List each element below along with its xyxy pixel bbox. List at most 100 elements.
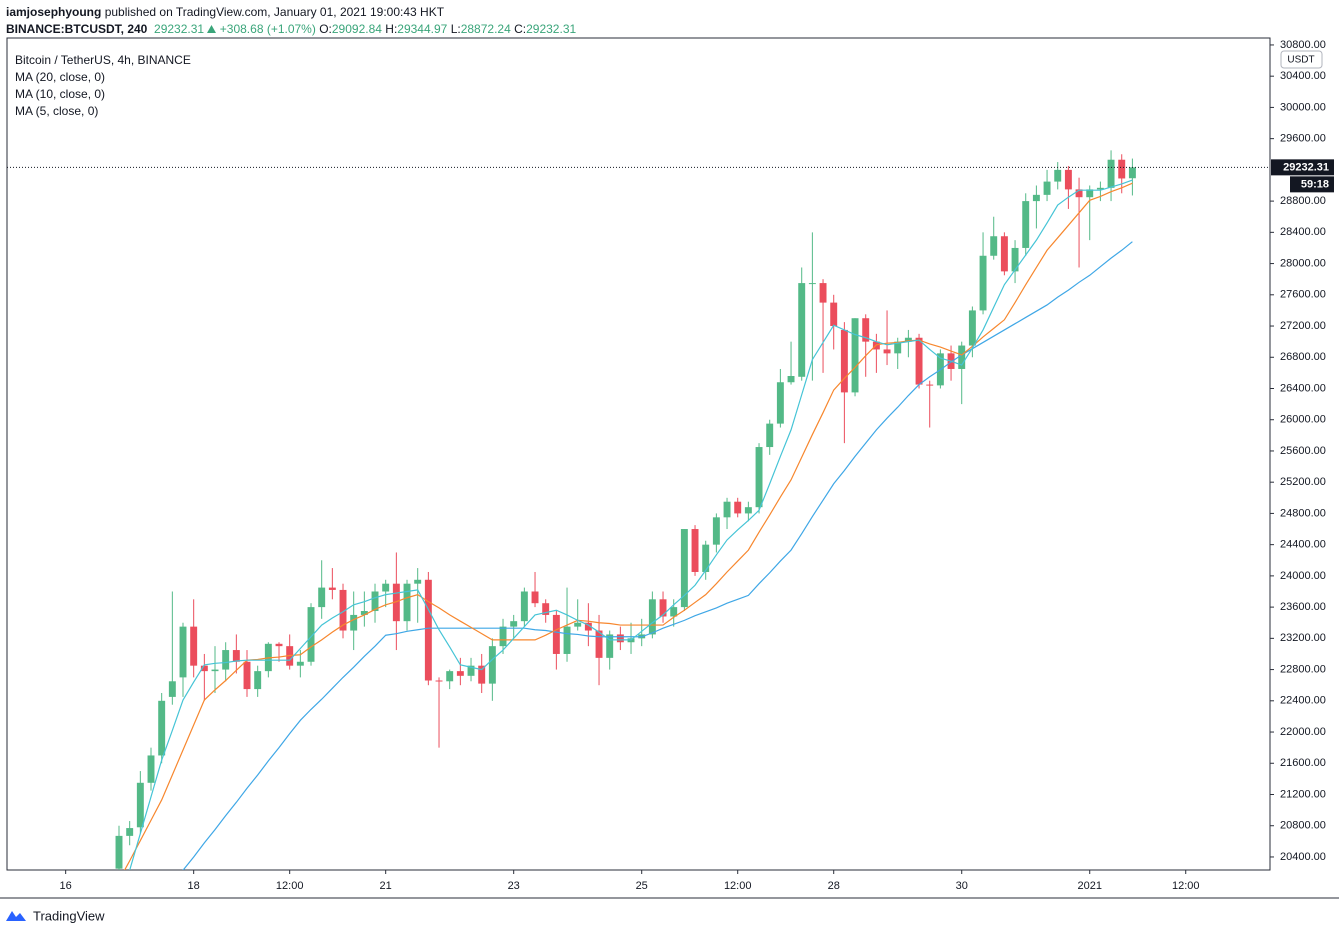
candle-body (787, 376, 795, 383)
publisher[interactable]: iamjosephyoung (6, 5, 102, 19)
candle-body (766, 423, 774, 448)
countdown-box (1290, 176, 1334, 193)
y-tick-label: 20400.00 (1280, 851, 1326, 863)
y-tick-label: 22800.00 (1280, 663, 1326, 675)
candle-body (254, 671, 262, 690)
candle-body (734, 501, 742, 514)
candle-body (318, 587, 326, 608)
change: +308.68 (+1.07%) (219, 22, 316, 36)
legend-title: Bitcoin / TetherUS, 4h, BINANCE (15, 53, 191, 67)
tradingview-logo: TradingView (6, 908, 105, 923)
candle-body (1107, 159, 1115, 188)
candle-body (1064, 169, 1072, 190)
candle-body (1118, 159, 1126, 179)
candle-body (435, 680, 443, 682)
candle-body (648, 599, 656, 635)
candle-body (446, 671, 454, 682)
candle-body (168, 681, 176, 697)
candle-body (851, 318, 859, 393)
candle-body (456, 671, 464, 676)
published: published on TradingView.com, January 01… (104, 5, 445, 19)
candle-body (1075, 189, 1083, 198)
candle-body (467, 665, 475, 676)
axes: 20400.00 20800.00 21200.00 21600.00 22000.00… (60, 39, 1334, 892)
publish-line: iamjosephyoung published on TradingView.… (6, 5, 444, 19)
candle-body (979, 255, 987, 311)
candle-body (659, 599, 667, 617)
candle-body (776, 382, 784, 424)
legend-entry[interactable]: MA (5, close, 0) (15, 104, 99, 118)
last-price-box (1271, 159, 1334, 176)
candle-body (894, 341, 902, 354)
candle-body (1128, 167, 1136, 179)
candle-body (392, 583, 400, 622)
legend-entry[interactable]: MA (10, close, 0) (15, 87, 106, 101)
x-tick-label: 12:00 (724, 880, 752, 892)
logo-icon (6, 911, 26, 921)
ohlc-label: H: (385, 22, 398, 36)
y-tick-label: 28000.00 (1280, 257, 1326, 269)
candle-body (243, 661, 251, 690)
y-tick-label: 23600.00 (1280, 601, 1326, 613)
x-tick-label: 18 (188, 880, 200, 892)
symbol: BINANCE:BTCUSDT, 240 (6, 22, 148, 36)
candle-body (1054, 169, 1062, 182)
candle-body (531, 591, 539, 604)
candle-body (179, 626, 187, 678)
y-tick-label: 29600.00 (1280, 133, 1326, 145)
candle-body (1022, 201, 1030, 248)
candle-body (830, 302, 838, 327)
candle-body (595, 630, 603, 658)
y-tick-label: 28400.00 (1280, 226, 1326, 238)
candle-body (275, 643, 283, 647)
y-tick-label: 20800.00 (1280, 820, 1326, 832)
y-tick-label: 22000.00 (1280, 726, 1326, 738)
y-tick-label: 25600.00 (1280, 445, 1326, 457)
candle-body (339, 589, 347, 631)
candle-body (702, 544, 710, 572)
candle-body (1096, 187, 1104, 190)
candle-body (307, 607, 315, 662)
candle-body (126, 828, 134, 836)
currency-box[interactable] (1280, 50, 1323, 69)
y-tick-label: 30800.00 (1280, 39, 1326, 51)
x-tick-label: 12:00 (276, 880, 304, 892)
candle-body (147, 755, 155, 783)
candle-body (1032, 194, 1040, 202)
candle-body (403, 583, 411, 622)
up-arrow (207, 25, 217, 33)
brand: TradingView (33, 908, 105, 923)
x-tick-label: 12:00 (1172, 880, 1200, 892)
x-tick-label: 25 (636, 880, 648, 892)
last-price: 29232.31 (154, 22, 205, 36)
y-tick-label: 23200.00 (1280, 632, 1326, 644)
candle-body (990, 236, 998, 256)
x-tick-label: 23 (508, 880, 520, 892)
candle-body (819, 283, 827, 303)
y-tick-label: 26000.00 (1280, 414, 1326, 426)
candle-body (862, 318, 870, 342)
y-tick-label: 28800.00 (1280, 195, 1326, 207)
y-tick-label: 21600.00 (1280, 757, 1326, 769)
candle-body (382, 583, 390, 592)
y-tick-label: 21200.00 (1280, 788, 1326, 800)
candle-body (520, 591, 528, 622)
y-tick-label: 24800.00 (1280, 507, 1326, 519)
candle-body (840, 329, 848, 393)
y-tick-label: 27200.00 (1280, 320, 1326, 332)
moving-average-line (129, 179, 1133, 870)
candle-body (691, 529, 699, 572)
candle-body (414, 579, 422, 584)
candle-body (499, 626, 507, 647)
plot-area (7, 150, 1270, 870)
currency: USDT (1287, 55, 1314, 66)
candle-body (926, 384, 934, 386)
candle-body (798, 283, 806, 377)
legend-entry[interactable]: MA (20, close, 0) (15, 70, 106, 84)
candle-body (222, 650, 230, 670)
candle-body (232, 650, 240, 662)
y-tick-label: 27600.00 (1280, 289, 1326, 301)
x-tick-label: 28 (828, 880, 840, 892)
candle-body (574, 622, 582, 627)
